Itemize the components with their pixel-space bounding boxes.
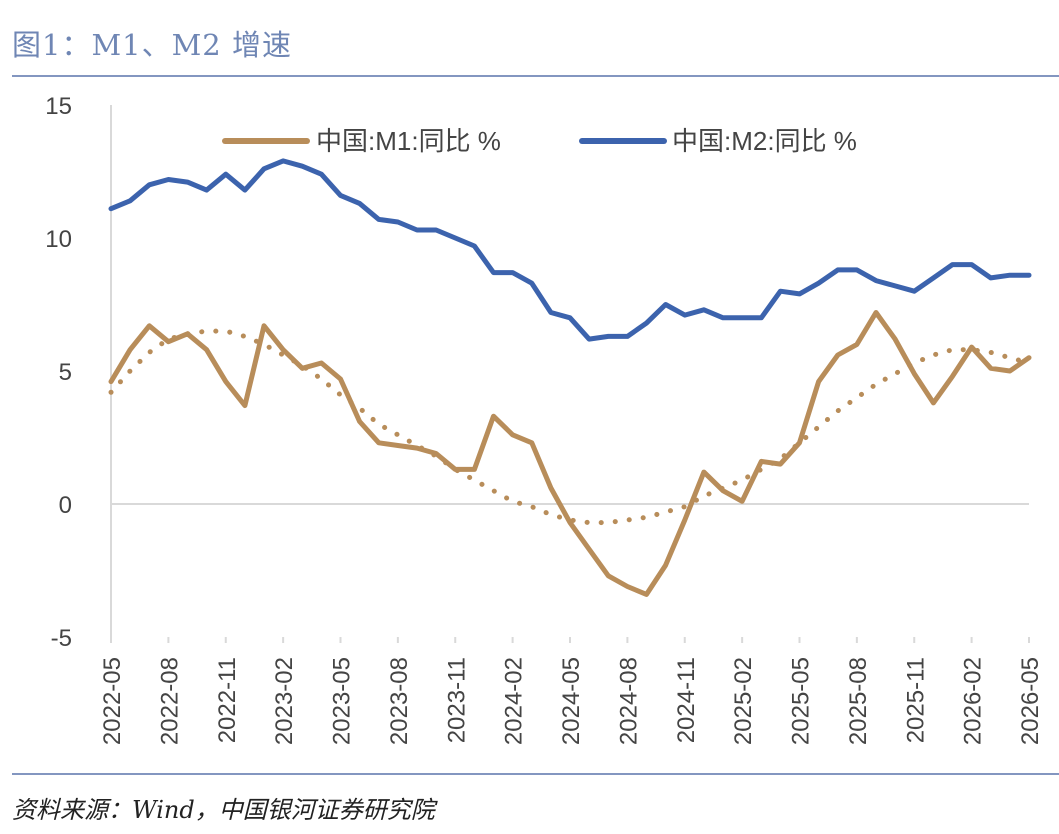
y-tick-label: 15 <box>45 93 72 120</box>
x-tick-label: 2025-08 <box>845 657 872 745</box>
y-tick-label: 10 <box>45 226 72 253</box>
y-axis-labels: 15 10 5 0 -5 <box>45 93 72 652</box>
x-tick-label: 2024-02 <box>501 657 528 745</box>
legend-label: 中国:M2:同比 % <box>672 126 857 156</box>
figure-title: 图1：M1、M2 增速 <box>12 28 292 62</box>
x-tick-label: 2024-05 <box>558 657 585 745</box>
m2-series-line <box>108 158 1032 342</box>
x-tick-label: 2023-11 <box>443 657 470 743</box>
x-tick-label: 2026-02 <box>960 657 987 745</box>
x-tick-label: 2023-02 <box>271 657 298 745</box>
legend: 中国:M1:同比 % 中国:M2:同比 % <box>222 126 857 156</box>
x-tick-label: 2022-05 <box>99 657 126 745</box>
x-tick-label: 2025-11 <box>902 657 929 743</box>
legend-item-m2: 中国:M2:同比 % <box>579 126 857 156</box>
legend-label: 中国:M1:同比 % <box>316 126 501 156</box>
x-tick-label: 2023-05 <box>329 657 356 745</box>
x-tick-label: 2024-11 <box>673 657 700 743</box>
m1-series-line <box>108 310 1032 597</box>
axes <box>110 105 1029 637</box>
x-tick-label: 2022-08 <box>156 657 183 745</box>
legend-item-m1: 中国:M1:同比 % <box>222 126 501 156</box>
source-note: 资料来源：Wind，中国银河证券研究院 <box>12 796 435 824</box>
x-axis-labels: 2022-05 2022-08 2022-11 2023-02 2023-05 2023-… <box>99 637 1044 745</box>
source-divider <box>12 773 1059 775</box>
y-tick-label: 5 <box>59 359 72 386</box>
title-divider <box>12 75 1059 77</box>
series-layer <box>108 158 1032 597</box>
x-tick-label: 2024-08 <box>615 657 642 745</box>
y-tick-label: -5 <box>51 625 72 652</box>
y-tick-label: 0 <box>59 492 72 519</box>
x-tick-label: 2025-05 <box>788 657 815 745</box>
x-tick-label: 2025-02 <box>730 657 757 745</box>
x-tick-label: 2023-08 <box>386 657 413 745</box>
x-tick-label: 2022-11 <box>214 657 241 743</box>
x-tick-label: 2026-05 <box>1017 657 1044 745</box>
m1-trend-dotted-line <box>108 328 1032 526</box>
